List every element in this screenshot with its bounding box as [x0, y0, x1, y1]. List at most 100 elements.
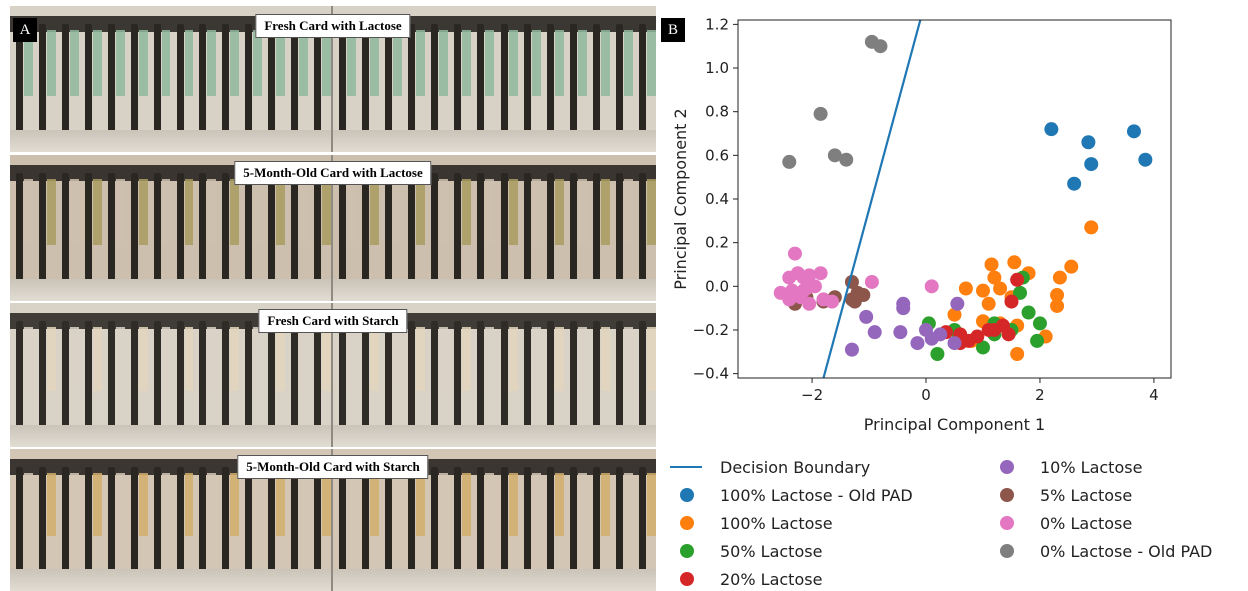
test-lane [439, 179, 449, 245]
y-tick-label: 0.8 [705, 103, 729, 121]
wax-barrier [408, 321, 416, 437]
legend-label: 0% Lactose [1040, 513, 1133, 533]
legend-dot-swatch [986, 539, 1026, 563]
data-point [910, 336, 925, 351]
wax-barrier [107, 467, 115, 581]
test-lane [322, 30, 331, 96]
data-point [859, 309, 874, 324]
data-point [802, 268, 817, 283]
x-axis-label: Principal Component 1 [864, 415, 1045, 434]
wax-barrier [638, 24, 646, 142]
card-base [10, 130, 331, 152]
data-point [867, 325, 882, 340]
y-tick-label: 1.2 [705, 15, 729, 33]
test-lane [299, 473, 309, 537]
test-lane [623, 30, 633, 96]
legend-dot-swatch [666, 483, 706, 507]
test-lane [69, 30, 79, 96]
test-lane [24, 473, 33, 537]
wax-barrier [431, 173, 439, 291]
wax-barrier [38, 467, 46, 581]
test-lane [393, 30, 403, 96]
data-point [930, 346, 945, 361]
wax-barrier [339, 24, 346, 142]
legend-label: 100% Lactose [720, 513, 833, 533]
wax-barrier [592, 24, 600, 142]
wax-barrier [477, 24, 485, 142]
legend-dot-swatch [666, 567, 706, 591]
row-title: Fresh Card with Starch [258, 309, 408, 333]
wax-barrier [546, 321, 554, 437]
test-lane [623, 327, 633, 392]
test-lane [230, 179, 240, 245]
test-lane [161, 30, 171, 96]
wax-barrier [291, 467, 299, 581]
test-lane [230, 327, 240, 392]
test-lane [276, 327, 286, 392]
wax-barrier [222, 467, 230, 581]
wax-barrier [500, 173, 508, 291]
test-lane [416, 473, 426, 537]
data-point [1010, 272, 1025, 287]
wax-barrier [84, 321, 92, 437]
legend-dot-swatch [986, 455, 1026, 479]
test-lane [577, 473, 587, 537]
wax-barrier [615, 24, 623, 142]
data-point [1084, 220, 1099, 235]
test-lane [370, 179, 380, 245]
wax-barrier [130, 173, 138, 291]
data-point [947, 336, 962, 351]
test-lane [322, 179, 331, 245]
wax-barrier [176, 24, 184, 142]
wax-barrier [291, 321, 299, 437]
test-lane [46, 179, 56, 245]
data-point [1138, 152, 1153, 167]
legend-item: Decision Boundary [666, 455, 870, 479]
wax-barrier [546, 173, 554, 291]
test-lane [138, 327, 148, 392]
wax-barrier [268, 467, 276, 581]
row-title: 5-Month-Old Card with Lactose [234, 161, 432, 185]
data-point [813, 106, 828, 121]
card-photo-right [333, 449, 656, 591]
wax-barrier [153, 173, 161, 291]
wax-barrier [523, 24, 531, 142]
wax-barrier [385, 467, 393, 581]
y-tick-label: 1.0 [705, 59, 729, 77]
wax-barrier [408, 467, 416, 581]
wax-barrier [362, 467, 370, 581]
data-point [896, 301, 911, 316]
data-point [787, 246, 802, 261]
test-lane [276, 30, 286, 96]
wax-barrier [477, 467, 485, 581]
wax-barrier [291, 173, 299, 291]
test-lane [207, 30, 217, 96]
legend-item: 50% Lactose [666, 539, 822, 563]
legend-item: 10% Lactose [986, 455, 1142, 479]
test-lane [462, 327, 472, 392]
data-point [950, 296, 965, 311]
test-lane [485, 473, 495, 537]
data-point [813, 266, 828, 281]
wax-barrier [569, 24, 577, 142]
test-lane [322, 473, 331, 537]
wax-barrier [61, 173, 69, 291]
wax-barrier [638, 173, 646, 291]
test-lane [508, 327, 518, 392]
data-point [958, 281, 973, 296]
wax-barrier [314, 321, 322, 437]
x-tick-label: −2 [801, 386, 823, 404]
test-lane [46, 30, 56, 96]
legend-dot-swatch [986, 511, 1026, 535]
wax-barrier [615, 321, 623, 437]
card-base [333, 569, 656, 591]
test-lane [646, 179, 656, 245]
x-tick-label: 4 [1149, 386, 1159, 404]
test-lane [207, 327, 217, 392]
wax-barrier [245, 24, 253, 142]
data-point [1013, 285, 1028, 300]
wax-barrier [385, 321, 393, 437]
legend-item: 5% Lactose [986, 483, 1132, 507]
panel-a-letter: A [13, 18, 37, 42]
test-lane [299, 179, 309, 245]
